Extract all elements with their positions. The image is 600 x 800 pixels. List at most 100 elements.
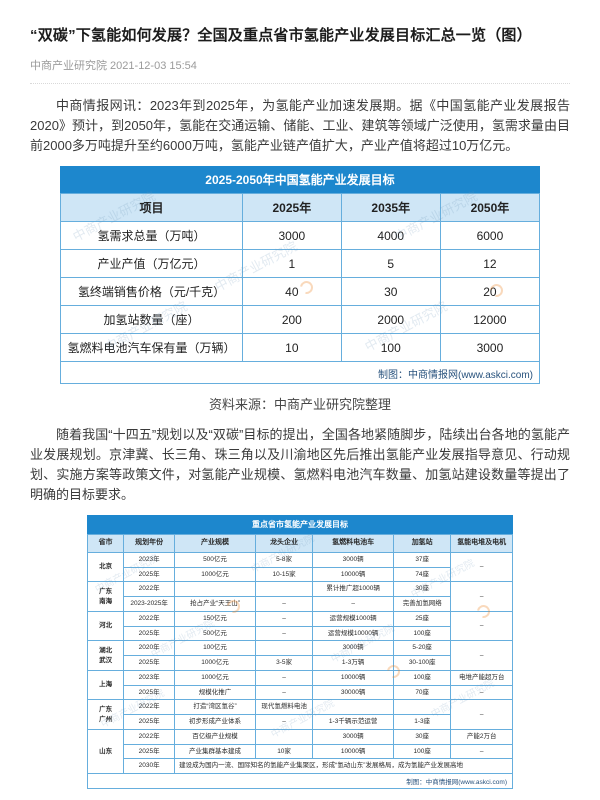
cell: – bbox=[254, 684, 314, 701]
table1-image: 2025-2050年中国氢能产业发展目标 项目 2025年 2035年 2050… bbox=[59, 166, 541, 385]
cell: 2023-2025年 bbox=[123, 596, 176, 612]
cell: 2022年 bbox=[123, 728, 176, 745]
source-caption-1: 资料来源：中商产业研究院整理 bbox=[208, 397, 391, 413]
col-header: 产业规模 bbox=[174, 534, 256, 553]
cell: 1000亿元 bbox=[174, 655, 256, 671]
cell: 2020年 bbox=[123, 640, 176, 656]
cell: 10000辆 bbox=[312, 566, 394, 583]
col-header: 2035年 bbox=[340, 193, 441, 223]
cell: 完善加氢网络 bbox=[392, 596, 452, 612]
cell: 建设成为国内一流、国际知名的氢能产业集聚区，形成“氢动山东”发展格局，成为氢能产… bbox=[174, 758, 513, 774]
cell: 100座 bbox=[392, 669, 452, 686]
cell: – bbox=[254, 669, 314, 686]
cell: 25座 bbox=[392, 610, 452, 627]
cell: 2025年 bbox=[123, 625, 176, 642]
cell: 2022年 bbox=[123, 610, 176, 627]
cell: 1000亿元 bbox=[174, 566, 256, 583]
table-row: 2025年 1000亿元 10-15家 10000辆 74座 bbox=[88, 566, 513, 583]
cell: 2030年 bbox=[123, 758, 176, 774]
cell: – bbox=[450, 684, 513, 701]
col-header: 省市 bbox=[86, 534, 125, 553]
cell: – bbox=[254, 714, 314, 730]
cell: 500亿元 bbox=[174, 551, 256, 568]
cell: 10000辆 bbox=[312, 743, 394, 760]
table-row: 氢需求总量（万吨） 3000 4000 6000 bbox=[59, 221, 541, 251]
cell: 10 bbox=[242, 333, 342, 363]
cell: 30座 bbox=[392, 728, 452, 745]
cell: 30000辆 bbox=[312, 684, 394, 701]
table-row: 2025年 规模化推广 – 30000辆 70座 – bbox=[88, 684, 513, 701]
cell: 2025年 bbox=[123, 566, 176, 583]
cell: 10000辆 bbox=[312, 669, 394, 686]
cell: 3000辆 bbox=[312, 640, 394, 656]
province-name: 广东 南海 bbox=[86, 581, 125, 612]
cell: 2022年 bbox=[123, 581, 176, 597]
cell: – bbox=[254, 610, 314, 627]
col-header: 氢燃料电池车 bbox=[312, 534, 394, 553]
cell bbox=[254, 640, 314, 656]
cell: 2023年 bbox=[123, 551, 176, 568]
cell: 74座 bbox=[392, 566, 452, 583]
cell: – bbox=[312, 596, 394, 612]
cell: 20 bbox=[439, 277, 541, 307]
cell: 3000辆 bbox=[312, 728, 394, 745]
cell: 37座 bbox=[392, 551, 452, 568]
table-row: 2025年 1000亿元 3-5家 1-3万辆 30-100座 bbox=[88, 655, 513, 671]
cell: 30座 bbox=[392, 581, 452, 597]
divider bbox=[30, 83, 570, 85]
cell: 6000 bbox=[439, 221, 541, 251]
row-label: 氢终端销售价格（元/千克） bbox=[59, 277, 244, 307]
province-name: 河北 bbox=[86, 610, 125, 642]
row-label: 氢需求总量（万吨） bbox=[59, 221, 244, 251]
table-row: 山东 2022年 百亿级产业规模 3000辆 30座 产能2万台 bbox=[86, 728, 513, 775]
cell: 现代氢燃料电池 bbox=[254, 699, 314, 715]
cell: 2025年 bbox=[123, 655, 176, 671]
cell: 10-15家 bbox=[254, 566, 314, 583]
table-header-row: 项目 2025年 2035年 2050年 bbox=[59, 193, 541, 223]
cell: 百亿级产业规模 bbox=[174, 728, 256, 745]
province-name: 北京 bbox=[86, 551, 125, 583]
table-row: 2030年 建设成为国内一流、国际知名的氢能产业集聚区，形成“氢动山东”发展格局… bbox=[88, 758, 513, 774]
cell: 产能2万台 bbox=[450, 728, 513, 745]
province-name: 广东 广州 bbox=[86, 699, 125, 730]
cell: 3000辆 bbox=[312, 551, 394, 568]
cell: 40 bbox=[242, 277, 342, 307]
table-row: 加氢站数量（座） 200 2000 12000 bbox=[59, 305, 541, 335]
cell: – bbox=[254, 596, 314, 612]
cell: 1-3千辆示范运营 bbox=[312, 714, 394, 730]
cell bbox=[254, 728, 314, 745]
cell: 2025年 bbox=[123, 743, 176, 760]
table-header-row: 省市 规划年份 产业规模 龙头企业 氢燃料电池车 加氢站 氢能电堆及电机 bbox=[86, 534, 513, 553]
cell: 150亿元 bbox=[174, 610, 256, 627]
table-row: 2025年 500亿元 – 运营规模10000辆 100座 bbox=[88, 625, 513, 642]
chart-credit: 制图：中商情报网(www.askci.com) bbox=[60, 362, 540, 385]
cell: 200 bbox=[242, 305, 342, 335]
col-header: 规划年份 bbox=[123, 534, 176, 553]
table-row: 上海 2023年 1000亿元 – 10000辆 100座 电堆产能超万台 bbox=[86, 669, 513, 701]
province-name: 湖北 武汉 bbox=[86, 640, 125, 671]
province-name: 山东 bbox=[86, 728, 125, 775]
cell: – bbox=[450, 551, 513, 583]
table-row: 广东 南海 2022年 累计推广超1000辆 30座 – bbox=[86, 581, 513, 612]
table-row: 2025年 初步形成产业体系 – 1-3千辆示范运营 1-3座 bbox=[88, 714, 513, 730]
cell: 100座 bbox=[392, 743, 452, 760]
cell: – bbox=[450, 610, 513, 642]
cell bbox=[174, 581, 256, 597]
cell bbox=[392, 699, 452, 715]
byline: 中商产业研究院 2021-12-03 15:54 bbox=[30, 60, 197, 73]
cell: 30-100座 bbox=[392, 655, 452, 671]
cell: 100座 bbox=[392, 625, 452, 642]
table-row: 2025年 产业集群基本建成 10家 10000辆 100座 – bbox=[88, 743, 513, 760]
cell: 1 bbox=[242, 249, 342, 279]
cell: 累计推广超1000辆 bbox=[312, 581, 394, 597]
page-title: “双碳”下氢能如何发展？全国及重点省市氢能产业发展目标汇总一览（图） bbox=[30, 27, 532, 44]
cell: 抢占产业“天王山” bbox=[174, 596, 256, 612]
col-header: 2050年 bbox=[439, 193, 541, 223]
cell: 1-3万辆 bbox=[312, 655, 394, 671]
col-header: 龙头企业 bbox=[254, 534, 314, 553]
cell: 1000亿元 bbox=[174, 669, 256, 686]
cell: 2000 bbox=[340, 305, 441, 335]
provincial-targets-table: 省市 规划年份 产业规模 龙头企业 氢燃料电池车 加氢站 氢能电堆及电机 北京 … bbox=[86, 534, 513, 775]
table1-title: 2025-2050年中国氢能产业发展目标 bbox=[60, 166, 540, 194]
cell: 3-5家 bbox=[254, 655, 314, 671]
